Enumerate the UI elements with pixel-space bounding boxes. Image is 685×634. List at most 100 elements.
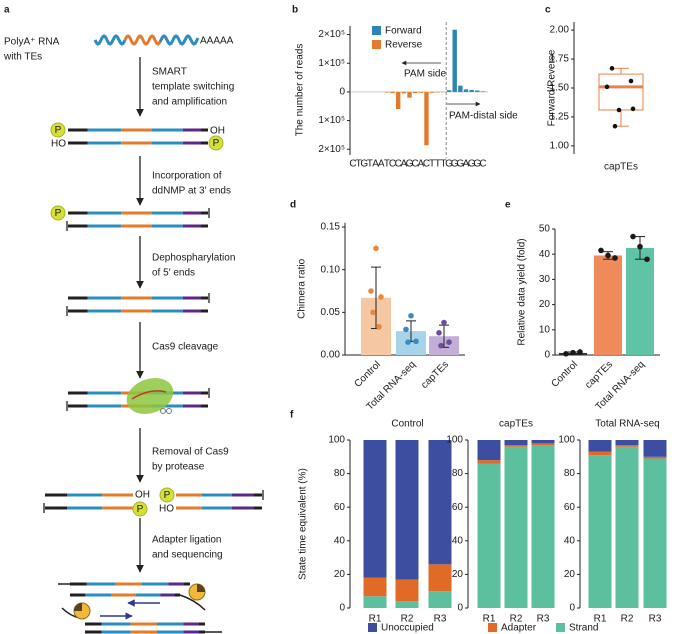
y-tick-label: 0	[457, 603, 463, 614]
x-tick-label: R2	[621, 614, 634, 625]
bar	[469, 89, 474, 92]
y-tick-label: 2×10⁵	[318, 144, 345, 155]
panel-label: b	[292, 5, 298, 16]
bar	[429, 91, 435, 93]
bar-segment	[615, 440, 639, 446]
y-tick-label: 80	[452, 468, 464, 479]
step-label: and sequencing	[152, 550, 223, 561]
point	[441, 319, 447, 326]
y-tick-label: 1×10⁵	[318, 115, 345, 126]
box	[598, 73, 644, 111]
point	[612, 123, 618, 129]
bar-segment	[531, 445, 555, 608]
phosphate-label: P	[137, 504, 144, 515]
bar	[424, 91, 429, 146]
bar	[594, 255, 622, 355]
x-tick-label: A	[401, 159, 408, 170]
legend-swatch	[372, 40, 381, 49]
y-tick-label: 40	[334, 535, 346, 546]
y-tick-label: 40	[452, 535, 464, 546]
y-tick-label: 0.15	[321, 222, 341, 233]
step-label: Adapter ligation	[152, 535, 222, 546]
bar-segment	[395, 601, 419, 608]
x-tick-label: capTEs	[604, 162, 638, 173]
x-tick-label: Control	[549, 359, 580, 390]
x-tick-label: Control	[352, 359, 383, 390]
point	[577, 349, 583, 355]
x-tick-label: T	[429, 159, 435, 170]
rna	[158, 34, 200, 46]
motor	[74, 603, 82, 611]
x-tick-label: C	[389, 159, 396, 170]
panel-title: Control	[391, 419, 423, 430]
phosphate-label: P	[164, 490, 171, 501]
rna	[123, 34, 162, 46]
y-tick-label: 0	[569, 603, 575, 614]
motor	[197, 584, 205, 592]
legend-swatch	[556, 623, 565, 632]
bar-segment	[477, 463, 501, 608]
y-tick-label: 40	[564, 535, 576, 546]
step-label: Cas9 cleavage	[152, 342, 219, 353]
x-tick-label: R3	[649, 614, 662, 625]
y-tick-label: 100	[328, 435, 345, 446]
panel-label: e	[505, 200, 511, 211]
x-tick-label: T	[356, 159, 362, 170]
rna	[93, 34, 127, 46]
poly-a: AAAAA	[200, 36, 234, 47]
bar-segment	[531, 443, 555, 446]
point	[604, 84, 610, 90]
bar	[412, 91, 418, 94]
point	[630, 106, 636, 112]
step-label: Incorporation of	[152, 171, 222, 182]
hydroxyl: OH	[135, 490, 150, 501]
bar	[396, 91, 401, 110]
point	[605, 252, 611, 259]
bar	[480, 91, 486, 92]
y-tick-label: 0	[544, 350, 550, 361]
bar-segment	[504, 445, 528, 447]
x-tick-label: C	[395, 159, 402, 170]
legend-swatch	[488, 623, 497, 632]
x-tick-label: T	[367, 159, 373, 170]
point	[628, 78, 634, 84]
point	[598, 247, 604, 254]
x-tick-label: T	[435, 159, 441, 170]
scissors	[166, 408, 172, 414]
step-label: of 5′ ends	[152, 268, 195, 279]
y-tick-label: 60	[334, 502, 346, 513]
point	[413, 338, 419, 345]
phosphate-label: P	[213, 138, 220, 149]
input-label: with TEs	[3, 52, 42, 63]
y-tick-label: 20	[539, 299, 551, 310]
point	[616, 107, 622, 113]
bar-segment	[395, 579, 419, 602]
phosphate	[132, 501, 148, 517]
point	[378, 294, 384, 300]
panel-label: d	[290, 200, 296, 211]
y-tick-label: 80	[564, 468, 576, 479]
point	[438, 342, 444, 349]
x-tick-label: R2	[401, 614, 414, 625]
x-tick-label: G	[456, 159, 464, 170]
bar-segment	[428, 440, 452, 565]
bar-segment	[363, 596, 387, 608]
phosphate	[159, 487, 175, 503]
y-tick-label: 1.00	[550, 141, 570, 152]
hydroxyl: HO	[51, 139, 66, 150]
x-tick-label: R1	[369, 614, 382, 625]
bar	[463, 89, 469, 92]
x-tick-label: G	[360, 159, 368, 170]
point	[436, 330, 442, 336]
panel-title: capTEs	[499, 419, 533, 430]
bar-segment	[504, 446, 528, 608]
bar-segment	[588, 455, 612, 608]
x-tick-label: C	[349, 159, 356, 170]
legend-swatch	[372, 26, 381, 35]
y-axis-label: Chimera ratio	[297, 258, 308, 318]
legend-label: Forward	[385, 26, 422, 37]
y-tick-label: 0	[339, 87, 345, 98]
bar	[475, 90, 480, 92]
y-tick-label: 80	[334, 468, 346, 479]
hydroxyl: HO	[159, 504, 174, 515]
